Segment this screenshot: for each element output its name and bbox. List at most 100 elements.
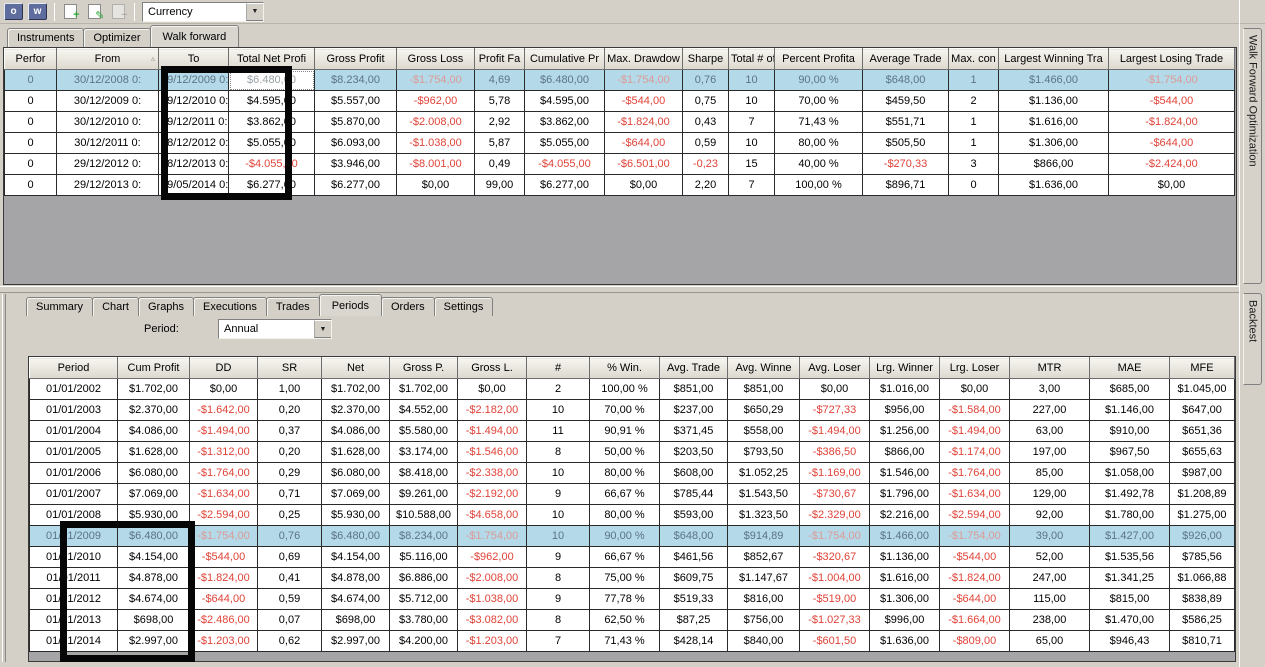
chevron-down-icon[interactable]: ▼ <box>314 320 331 338</box>
cell[interactable]: -$644,00 <box>939 588 1010 610</box>
cell[interactable]: 29/12/2013 0: <box>56 174 159 196</box>
cell[interactable]: 9 <box>526 546 590 568</box>
cell[interactable]: 10 <box>728 69 775 91</box>
cell[interactable]: 7 <box>526 630 590 652</box>
cell[interactable]: 0 <box>4 90 57 112</box>
cell[interactable]: 2 <box>526 378 590 400</box>
cell[interactable]: $840,00 <box>727 630 800 652</box>
cell[interactable]: 62,50 % <box>589 609 660 631</box>
column-header-profit-fa[interactable]: Profit Fa <box>474 48 525 70</box>
column-header-max-con[interactable]: Max. con <box>948 48 999 70</box>
cell[interactable]: $5.712,00 <box>389 588 458 610</box>
cell[interactable]: -$1.754,00 <box>457 525 527 547</box>
cell[interactable]: $1.016,00 <box>869 378 940 400</box>
cell[interactable]: $4.674,00 <box>321 588 390 610</box>
cell[interactable]: $7.069,00 <box>321 483 390 505</box>
tab-walk-forward[interactable]: Walk forward <box>149 25 240 47</box>
column-header-cum-profit[interactable]: Cum Profit <box>117 357 190 379</box>
tab-orders[interactable]: Orders <box>380 297 435 316</box>
cell[interactable]: -$2.594,00 <box>189 504 258 526</box>
cell[interactable]: $838,89 <box>1169 588 1235 610</box>
cell[interactable]: $1.546,00 <box>869 462 940 484</box>
cell[interactable]: 71,43 % <box>589 630 660 652</box>
cell[interactable]: $1.780,00 <box>1089 504 1170 526</box>
cell[interactable]: -$4.055,00 <box>228 153 315 175</box>
cell[interactable]: 0,25 <box>257 504 322 526</box>
cell[interactable]: $4.595,00 <box>228 90 315 112</box>
cell[interactable]: 10 <box>526 462 590 484</box>
cell[interactable]: $852,67 <box>727 546 800 568</box>
cell[interactable]: -$1.494,00 <box>457 420 527 442</box>
cell[interactable]: -$644,00 <box>604 132 683 154</box>
cell[interactable]: $1.306,00 <box>869 588 940 610</box>
cell[interactable]: 63,00 <box>1009 420 1090 442</box>
cell[interactable]: -$270,33 <box>862 153 949 175</box>
cell[interactable]: $237,00 <box>659 399 728 421</box>
table-row[interactable]: 01/01/2007 $7.069,00 -$1.634,00 0,71 $7.069,… <box>29 483 1235 505</box>
cell[interactable]: -$2.329,00 <box>799 504 870 526</box>
cell[interactable]: $1.466,00 <box>998 69 1109 91</box>
column-header-sharpe[interactable]: Sharpe <box>682 48 729 70</box>
cell[interactable]: $1.208,89 <box>1169 483 1235 505</box>
cell[interactable]: 0,20 <box>257 399 322 421</box>
cell[interactable]: -$1.754,00 <box>396 69 475 91</box>
cell[interactable]: $914,89 <box>727 525 800 547</box>
cell[interactable]: -$1.494,00 <box>939 420 1010 442</box>
cell[interactable]: 10 <box>526 525 590 547</box>
cell[interactable]: $1.702,00 <box>321 378 390 400</box>
cell[interactable]: -$2.008,00 <box>457 567 527 589</box>
cell[interactable]: 1,00 <box>257 378 322 400</box>
cell[interactable]: 30/12/2011 0: <box>56 132 159 154</box>
cell[interactable]: -$1.754,00 <box>1108 69 1235 91</box>
cell[interactable]: $586,25 <box>1169 609 1235 631</box>
cell[interactable]: $371,45 <box>659 420 728 442</box>
column-header-gross-profit[interactable]: Gross Profit <box>314 48 397 70</box>
column-header-[interactable]: # <box>526 357 590 379</box>
cell[interactable]: $1.636,00 <box>998 174 1109 196</box>
cell[interactable]: 0,41 <box>257 567 322 589</box>
cell[interactable]: $428,14 <box>659 630 728 652</box>
cell[interactable]: -$1.546,00 <box>457 441 527 463</box>
side-tab-backtest[interactable]: Backtest <box>1243 293 1262 385</box>
cell[interactable]: $5.930,00 <box>321 504 390 526</box>
cell[interactable]: -$1.754,00 <box>604 69 683 91</box>
cell[interactable]: 8 <box>526 567 590 589</box>
tab-trades[interactable]: Trades <box>265 297 320 316</box>
cell[interactable]: 70,00 % <box>774 90 863 112</box>
cell[interactable]: 01/01/2010 <box>29 546 118 568</box>
cell[interactable]: $3.780,00 <box>389 609 458 631</box>
cell[interactable]: $1.052,25 <box>727 462 800 484</box>
cell[interactable]: $785,44 <box>659 483 728 505</box>
cell[interactable]: $0,00 <box>396 174 475 196</box>
cell[interactable]: $1.275,00 <box>1169 504 1235 526</box>
column-header-perfor[interactable]: Perfor <box>4 48 57 70</box>
cell[interactable]: -$1.642,00 <box>189 399 258 421</box>
cell[interactable]: -$1.494,00 <box>189 420 258 442</box>
cell[interactable]: -$4.055,00 <box>524 153 605 175</box>
cell[interactable]: 238,00 <box>1009 609 1090 631</box>
cell[interactable]: 1 <box>948 132 999 154</box>
cell[interactable]: $996,00 <box>869 609 940 631</box>
cell[interactable]: -$1.824,00 <box>939 567 1010 589</box>
cell[interactable]: 10 <box>728 132 775 154</box>
cell[interactable]: 29/12/2012 0: <box>56 153 159 175</box>
cell[interactable]: -$962,00 <box>396 90 475 112</box>
cell[interactable]: -$1.824,00 <box>189 567 258 589</box>
tab-executions[interactable]: Executions <box>193 297 267 316</box>
cell[interactable]: $648,00 <box>862 69 949 91</box>
cell[interactable]: -$519,00 <box>799 588 870 610</box>
cell[interactable]: $9.261,00 <box>389 483 458 505</box>
cell[interactable]: $816,00 <box>727 588 800 610</box>
cell[interactable]: -$1.664,00 <box>939 609 1010 631</box>
cell[interactable]: $967,50 <box>1089 441 1170 463</box>
cell[interactable]: 247,00 <box>1009 567 1090 589</box>
column-header-lrg-loser[interactable]: Lrg. Loser <box>939 357 1010 379</box>
cell[interactable]: -$2.192,00 <box>457 483 527 505</box>
cell[interactable]: 90,00 % <box>774 69 863 91</box>
cell[interactable]: $1.628,00 <box>117 441 190 463</box>
cell[interactable]: 3 <box>948 153 999 175</box>
cell[interactable]: 2,92 <box>474 111 525 133</box>
cell[interactable]: $6.886,00 <box>389 567 458 589</box>
cell[interactable]: 7 <box>728 111 775 133</box>
table-row[interactable]: 0 29/12/2012 0: 28/12/2013 0: -$4.055,00 $3.… <box>4 153 1235 175</box>
